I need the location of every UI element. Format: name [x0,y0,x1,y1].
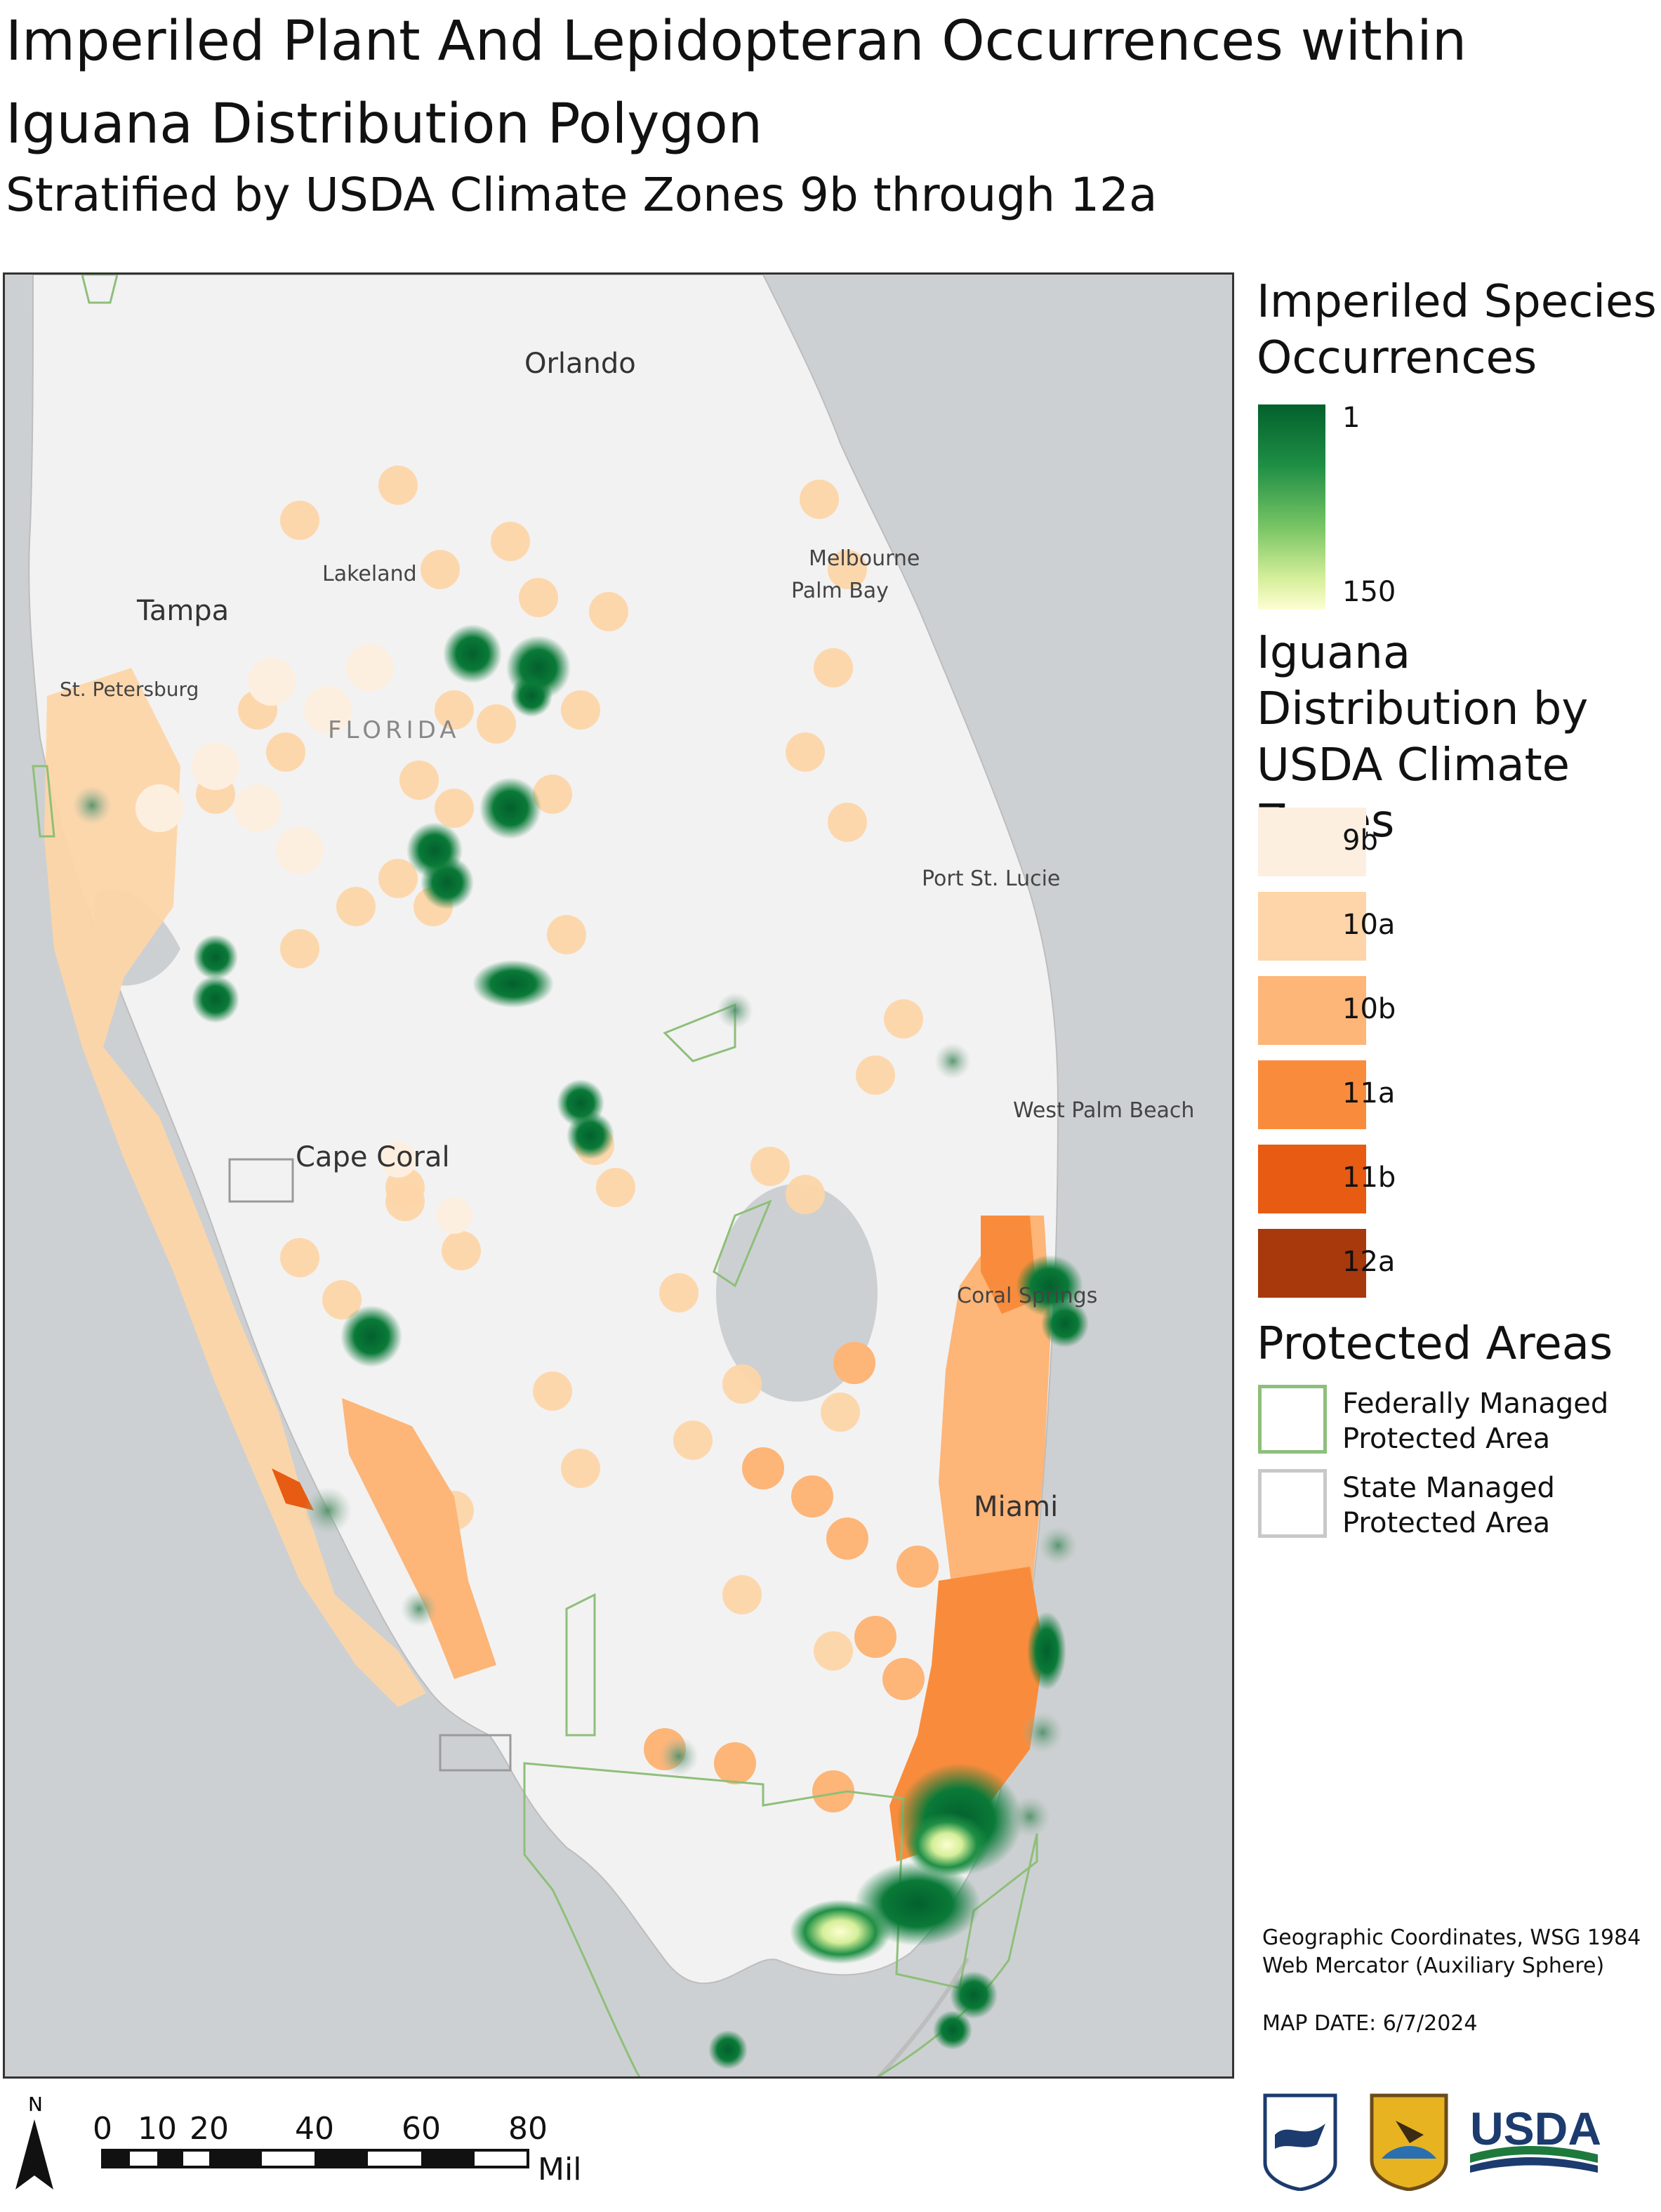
label-coral-springs: Coral Springs [957,1284,1097,1308]
zone-label-11b: 11b [1342,1161,1396,1194]
legend-occurrences-title: Imperiled Species Occurrences [1257,276,1657,384]
zone-9b-areas [135,644,472,1234]
nwrs-logo [1263,2093,1337,2191]
map-canvas[interactable]: Orlando Lakeland Tampa St. Petersburg FL… [5,275,1232,2076]
map-title: Imperiled Plant And Lepidopteran Occurre… [6,10,1467,156]
label-st-petersburg: St. Petersburg [60,678,199,701]
ramp-max-label: 150 [1342,576,1396,608]
zone-swatch-10b [1258,976,1366,1045]
state-protected-swatch [1258,1469,1327,1538]
map-panel[interactable]: Orlando Lakeland Tampa St. Petersburg FL… [3,272,1234,2079]
zone-label-10b: 10b [1342,993,1396,1025]
zone-label-9b: 9b [1342,824,1378,857]
zone-label-10a: 10a [1342,909,1396,941]
lake-okeechobee [716,1184,878,1402]
label-melbourne: Melbourne [809,546,920,571]
federal-protected-label: Federally Managed Protected Area [1342,1388,1609,1455]
ramp-min-label: 1 [1342,402,1361,434]
north-arrow: N [15,2093,53,2190]
zone-10a-areas [44,466,923,1707]
occurrence-color-ramp [1258,404,1325,610]
label-palm-bay: Palm Bay [791,579,889,603]
north-arrow-label: N [28,2093,43,2116]
label-miami: Miami [974,1491,1058,1523]
svg-text:USDA: USDA [1470,2102,1601,2154]
label-tampa: Tampa [136,595,229,627]
coordinate-system-note: Geographic Coordinates, WSG 1984 Web Mer… [1262,1925,1641,1978]
scale-tick-20: 20 [190,2111,229,2147]
zone-swatch-12a [1258,1229,1366,1298]
state-protected-areas [228,1158,512,1772]
fws-logo [1370,2093,1448,2191]
label-lakeland: Lakeland [322,562,417,586]
zone-11b-areas [272,1468,314,1510]
florida-keys [876,1958,969,2076]
occurrence-hotspots [72,624,1089,2069]
scale-bar: 0 10 20 40 60 80 Miles [93,2111,583,2187]
florida-land [28,275,1059,1984]
place-labels: Orlando Lakeland Tampa St. Petersburg FL… [60,348,1194,1523]
map-subtitle: Stratified by USDA Climate Zones 9b thro… [6,168,1158,222]
zone-label-12a: 12a [1342,1246,1396,1278]
usda-logo: USDA [1470,2102,1601,2173]
legend-protected-title: Protected Areas [1257,1318,1613,1370]
zone-swatch-11a [1258,1060,1366,1129]
label-cape-coral: Cape Coral [296,1141,450,1173]
scale-tick-80: 80 [508,2111,548,2147]
label-orlando: Orlando [524,348,636,380]
scale-tick-40: 40 [295,2111,334,2147]
label-port-st-lucie: Port St. Lucie [922,867,1060,891]
legend-zones-title: Iguana Distribution by USDA Climate Zone… [1257,627,1589,848]
map-date: MAP DATE: 6/7/2024 [1262,2011,1478,2036]
zone-swatch-11b [1258,1145,1366,1213]
federal-protected-swatch [1258,1385,1327,1454]
federal-protected-areas [32,275,1038,2076]
zone-swatch-9b [1258,808,1366,876]
scale-unit: Miles [538,2152,583,2187]
label-west-palm-beach: West Palm Beach [1013,1098,1194,1123]
scale-tick-60: 60 [402,2111,441,2147]
zone-label-11a: 11a [1342,1077,1396,1110]
scale-tick-10: 10 [138,2111,177,2147]
label-florida: FLORIDA [328,716,461,744]
scale-tick-0: 0 [93,2111,112,2147]
state-protected-label: State Managed Protected Area [1342,1472,1555,1539]
zone-swatch-10a [1258,892,1366,961]
